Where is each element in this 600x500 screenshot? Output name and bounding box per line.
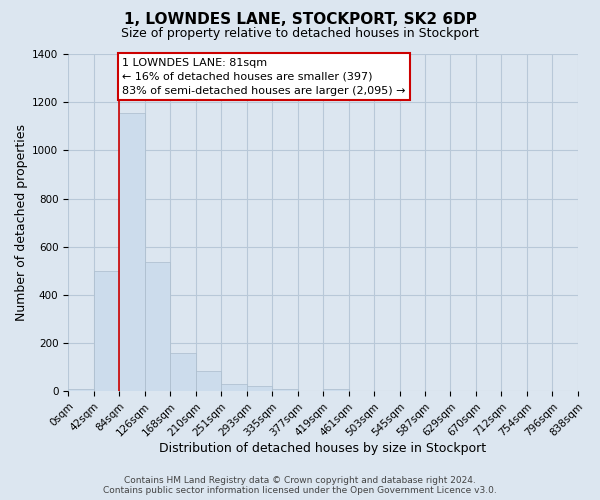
X-axis label: Distribution of detached houses by size in Stockport: Distribution of detached houses by size … bbox=[160, 442, 487, 455]
Bar bbox=[196, 371, 221, 392]
Text: Contains HM Land Registry data © Crown copyright and database right 2024.
Contai: Contains HM Land Registry data © Crown c… bbox=[103, 476, 497, 495]
Text: Size of property relative to detached houses in Stockport: Size of property relative to detached ho… bbox=[121, 28, 479, 40]
Bar bbox=[272, 389, 298, 392]
Bar bbox=[221, 384, 247, 392]
Bar bbox=[323, 389, 349, 392]
Bar bbox=[68, 389, 94, 392]
Bar bbox=[247, 386, 272, 392]
Text: 1 LOWNDES LANE: 81sqm
← 16% of detached houses are smaller (397)
83% of semi-det: 1 LOWNDES LANE: 81sqm ← 16% of detached … bbox=[122, 58, 406, 96]
Y-axis label: Number of detached properties: Number of detached properties bbox=[15, 124, 28, 321]
Bar bbox=[170, 352, 196, 392]
Bar bbox=[119, 113, 145, 392]
Text: 1, LOWNDES LANE, STOCKPORT, SK2 6DP: 1, LOWNDES LANE, STOCKPORT, SK2 6DP bbox=[124, 12, 476, 28]
Bar bbox=[145, 262, 170, 392]
Bar bbox=[94, 271, 119, 392]
